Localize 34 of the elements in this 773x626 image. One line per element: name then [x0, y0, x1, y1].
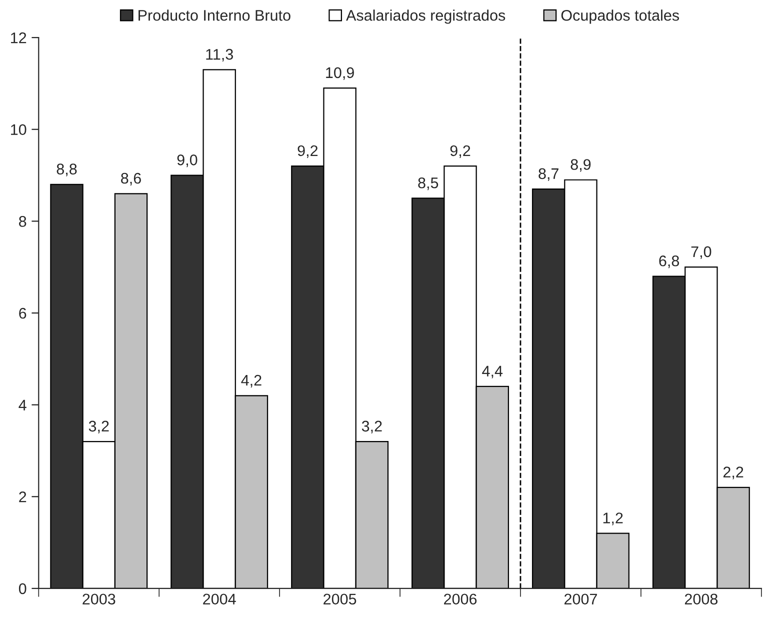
x-tick-label: 2007	[564, 594, 597, 605]
data-label: 6,8	[659, 255, 680, 268]
data-label: 8,6	[121, 172, 141, 186]
data-label: 10,9	[326, 67, 354, 80]
data-label: 9,2	[298, 145, 318, 158]
data-label: 4,4	[482, 366, 503, 378]
x-tick-label: 2003	[82, 594, 116, 605]
y-tick-label: 10	[11, 124, 26, 136]
y-tick-label: 8	[19, 216, 26, 227]
data-label: 7,0	[691, 246, 712, 259]
y-tick-label: 6	[19, 308, 26, 319]
data-label: 8,7	[538, 168, 558, 181]
data-label: 1,2	[603, 512, 623, 526]
x-tick-label: 2008	[684, 594, 718, 605]
data-label: 3,2	[362, 420, 382, 434]
legend-label: Producto Interno Bruto	[138, 10, 290, 21]
data-label: 11,3	[206, 48, 233, 62]
legend-label: Ocupados totales	[561, 10, 680, 24]
x-tick-label: 2004	[203, 594, 236, 605]
y-tick-label: 0	[18, 583, 26, 594]
data-label: 3,2	[88, 420, 109, 434]
data-label: 8,8	[56, 164, 77, 176]
legend-label: Asalariados registrados	[346, 10, 506, 24]
data-label: 8,9	[570, 159, 591, 172]
data-label: 9,0	[177, 154, 198, 168]
y-tick-label: 12	[11, 32, 26, 44]
x-tick-label: 2006	[444, 594, 477, 605]
y-tick-label: 4	[18, 400, 26, 410]
y-tick-label: 2	[19, 491, 26, 502]
data-label: 2,2	[723, 466, 744, 480]
data-label: 8,5	[418, 177, 438, 190]
x-tick-label: 2005	[324, 594, 356, 605]
data-label: 4,2	[241, 374, 262, 388]
data-label: 9,2	[450, 145, 470, 158]
